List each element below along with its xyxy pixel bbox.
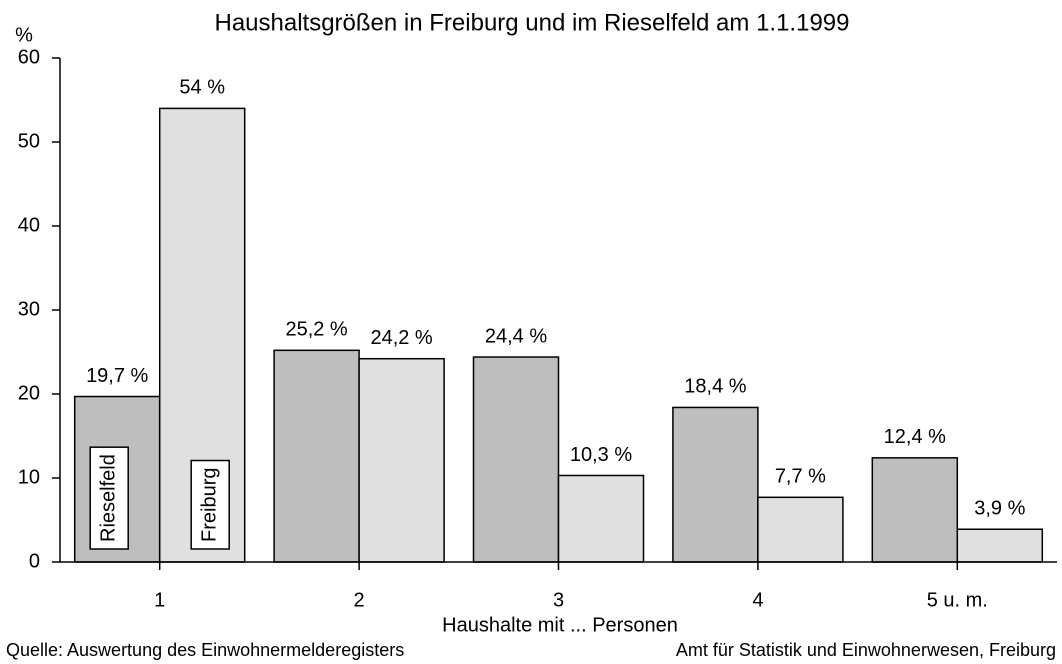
- value-label: 24,4 %: [485, 325, 547, 347]
- x-tick-label: 1: [154, 589, 165, 611]
- x-tick-label: 4: [752, 589, 763, 611]
- x-tick-label: 3: [553, 589, 564, 611]
- y-axis-label: %: [15, 24, 33, 46]
- bar: [871, 457, 959, 563]
- legend-box: [190, 459, 230, 550]
- value-label: 19,7 %: [86, 365, 148, 387]
- y-tick-label: 60: [18, 46, 40, 68]
- x-tick-label: 2: [354, 589, 365, 611]
- bar: [472, 356, 560, 563]
- value-label: 25,2 %: [285, 319, 347, 341]
- legend-label: Rieselfeld: [97, 454, 119, 542]
- legend-box: [89, 446, 129, 550]
- bar: [557, 474, 645, 563]
- value-label: 54 %: [179, 77, 225, 99]
- chart-title: Haushaltsgrößen in Freiburg und im Riese…: [214, 9, 849, 36]
- y-tick-label: 0: [29, 550, 40, 572]
- source-note: Quelle: Auswertung des Einwohnermeldereg…: [6, 640, 404, 660]
- value-label: 10,3 %: [570, 444, 632, 466]
- bar: [273, 349, 360, 563]
- value-label: 12,4 %: [884, 426, 946, 448]
- y-tick-label: 30: [18, 298, 40, 320]
- y-tick-label: 20: [18, 382, 40, 404]
- publisher-note: Amt für Statistik und Einwohnerwesen, Fr…: [676, 640, 1056, 660]
- value-label: 3,9 %: [974, 498, 1025, 520]
- legend-label: Freiburg: [198, 468, 220, 542]
- bar: [757, 496, 844, 563]
- value-label: 24,2 %: [370, 327, 432, 349]
- value-label: 18,4 %: [684, 376, 746, 398]
- y-tick-label: 40: [18, 214, 40, 236]
- y-tick-label: 50: [18, 130, 40, 152]
- x-tick-label: 5 u. m.: [927, 589, 988, 611]
- value-label: 7,7 %: [775, 466, 826, 488]
- bar: [956, 528, 1044, 563]
- y-tick-label: 10: [18, 466, 40, 488]
- bar: [672, 406, 759, 563]
- x-axis-label: Haushalte mit ... Personen: [442, 614, 678, 636]
- bar: [358, 357, 445, 563]
